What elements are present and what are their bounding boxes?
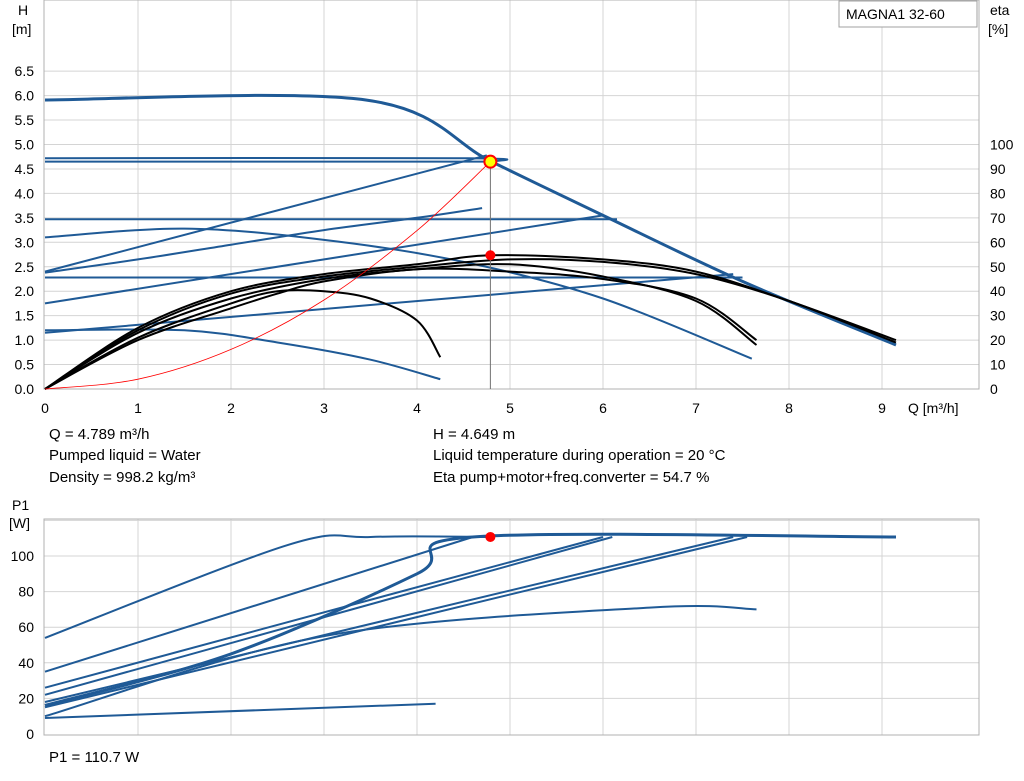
head-curve [44, 207, 483, 274]
eta-y-tick-label: 70 [990, 210, 1006, 226]
head-readout: H = 4.649 m [433, 426, 515, 443]
power-axis-unit: [W] [9, 515, 30, 531]
eta-y-tick-label: 90 [990, 161, 1006, 177]
head-y-tick-label: 4.0 [15, 185, 35, 201]
power-y-tick-label: 60 [18, 619, 34, 635]
eta-y-tick-label: 40 [990, 283, 1006, 299]
flow-x-tick-label: 7 [692, 400, 700, 416]
flow-x-tick-label: 6 [599, 400, 607, 416]
power-y-tick-label: 100 [11, 548, 35, 564]
head-curve [44, 154, 488, 273]
power-curve [44, 534, 492, 639]
head-axis-unit: [m] [12, 21, 31, 37]
head-y-tick-label: 5.5 [15, 112, 35, 128]
flow-x-tick-label: 5 [506, 400, 514, 416]
head-axis-title: H [18, 2, 28, 18]
head-y-tick-label: 0.5 [15, 357, 35, 373]
eta-y-tick-label: 0 [990, 381, 998, 397]
efficiency-curve [44, 289, 442, 390]
max-power-curve [44, 532, 897, 707]
head-curves [44, 93, 897, 390]
power-y-tick-label: 40 [18, 655, 34, 671]
power-curve [44, 536, 613, 696]
duty-point-power-marker [485, 531, 496, 542]
head-curve [44, 156, 509, 163]
head-y-tick-label: 1.0 [15, 332, 35, 348]
head-y-tick-label: 3.0 [15, 234, 35, 250]
eta-axis-unit: [%] [988, 21, 1008, 37]
power-chart-frame [43, 518, 980, 736]
power-duty-point-markers [485, 531, 496, 542]
duty-point-efficiency-marker [485, 250, 496, 261]
power-axis-title: P1 [12, 497, 29, 513]
power-y-tick-label: 0 [26, 726, 34, 742]
power-y-tick-label: 20 [18, 690, 34, 706]
head-y-tick-label: 6.5 [15, 63, 35, 79]
power-curve [44, 604, 757, 718]
head-curve [44, 214, 604, 305]
flow-x-tick-label: 4 [413, 400, 421, 416]
efficiency-readout: Eta pump+motor+freq.converter = 54.7 % [433, 469, 709, 486]
eta-y-tick-label: 20 [990, 332, 1006, 348]
duty-point-head-marker [483, 154, 498, 169]
power-curve [44, 536, 474, 673]
flow-x-tick-label: 1 [134, 400, 142, 416]
head-y-tick-label: 2.0 [15, 283, 35, 299]
head-y-tick-label: 2.5 [15, 259, 35, 275]
head-y-tick-label: 1.5 [15, 308, 35, 324]
eta-y-tick-label: 30 [990, 308, 1006, 324]
flow-readout: Q = 4.789 m³/h [49, 426, 149, 443]
efficiency-curve [44, 267, 758, 390]
power-curve [44, 536, 734, 703]
flow-x-tick-label: 8 [785, 400, 793, 416]
head-y-tick-label: 5.0 [15, 137, 35, 153]
power-curve [44, 536, 604, 689]
eta-y-ticks: 0 10 20 30 40 50 60 70 80 90 100 [990, 137, 1014, 398]
power-readout: P1 = 110.7 W [49, 749, 140, 766]
efficiency-curve [44, 263, 758, 390]
head-y-tick-label: 3.5 [15, 210, 35, 226]
model-label: MAGNA1 32-60 [846, 6, 945, 22]
eta-y-tick-label: 80 [990, 185, 1006, 201]
power-y-tick-label: 80 [18, 584, 34, 600]
flow-x-tick-label: 9 [878, 400, 886, 416]
pumped-liquid-readout: Pumped liquid = Water [49, 447, 201, 464]
power-y-ticks: 0 20 40 60 80 100 [11, 548, 35, 742]
eta-y-tick-label: 10 [990, 357, 1006, 373]
power-curves [44, 532, 897, 719]
temperature-readout: Liquid temperature during operation = 20… [433, 447, 726, 464]
flow-x-tick-label: 0 [41, 400, 49, 416]
power-curve [44, 702, 436, 719]
density-readout: Density = 998.2 kg/m³ [49, 469, 195, 486]
eta-axis-title: eta [990, 2, 1010, 18]
head-y-tick-label: 4.5 [15, 161, 35, 177]
head-curve [44, 328, 441, 381]
head-curve [44, 227, 753, 360]
head-chart-frame [43, 0, 980, 390]
efficiency-curve [44, 258, 897, 390]
head-duty-point-markers [483, 154, 498, 389]
eta-y-tick-label: 50 [990, 259, 1006, 275]
head-y-ticks: 0.0 0.5 1.0 1.5 2.0 2.5 3.0 3.5 4.0 4.5 5.0 5.5 6.0 6… [15, 63, 35, 397]
flow-x-tick-label: 2 [227, 400, 235, 416]
head-y-tick-label: 0.0 [15, 381, 35, 397]
eta-y-tick-label: 100 [990, 137, 1014, 153]
head-y-tick-label: 6.0 [15, 88, 35, 104]
flow-x-ticks: 0 1 2 3 4 5 6 7 8 9 [41, 400, 886, 416]
max-head-curve [44, 93, 897, 347]
eta-y-tick-label: 60 [990, 234, 1006, 250]
model-label-box [838, 0, 978, 28]
system-curve [44, 161, 491, 390]
flow-axis-title: Q [m³/h] [908, 400, 959, 416]
flow-x-tick-label: 3 [320, 400, 328, 416]
